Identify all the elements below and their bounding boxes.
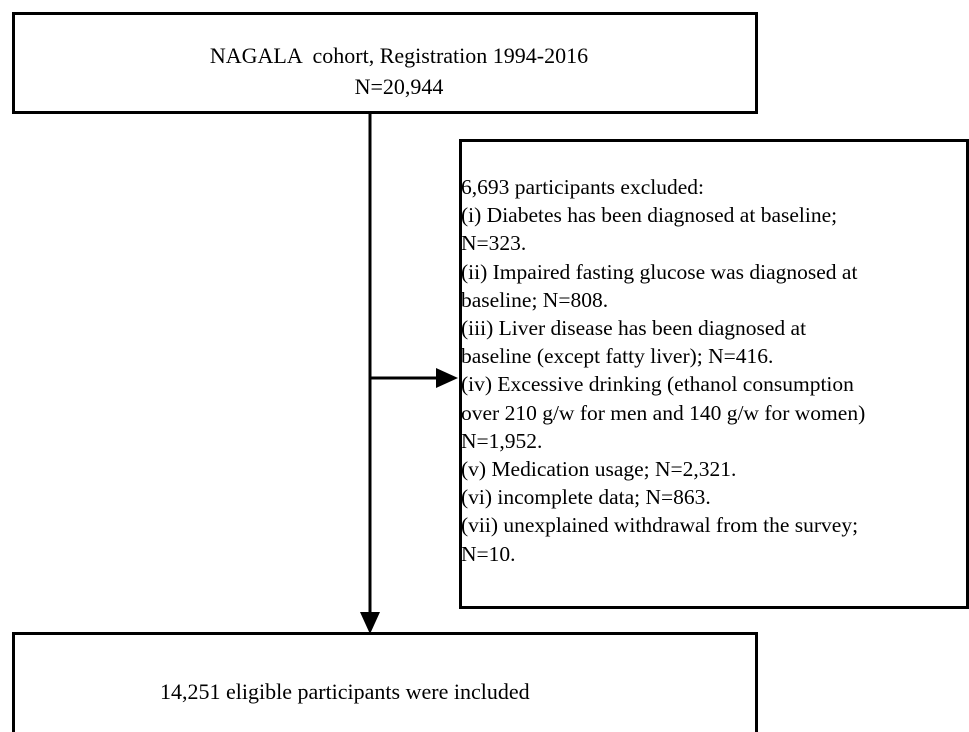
- text-line: over 210 g/w for men and 140 g/w for wom…: [461, 400, 866, 425]
- text-line: (iii) Liver disease has been diagnosed a…: [461, 316, 807, 340]
- text-line: N=1,952.: [461, 428, 543, 453]
- text-line: baseline; N=808.: [461, 287, 609, 312]
- text-line: (vii) unexplained withdrawal from the su…: [461, 513, 859, 538]
- arrow-head: [360, 612, 380, 634]
- text-line: baseline (except fatty liver); N=416.: [461, 344, 774, 369]
- text-line: NAGALA cohort, Registration 1994-2016: [209, 43, 589, 68]
- text-line: (iv) Excessive drinking (ethanol consump…: [461, 372, 854, 397]
- included-box: 14,251 eligible participants were includ…: [12, 632, 758, 732]
- cohort-box: NAGALA cohort, Registration 1994-2016 N=2…: [12, 12, 758, 114]
- text-line: (vi) incomplete data; N=863.: [461, 485, 711, 510]
- text-line: N=10.: [461, 541, 516, 566]
- arrow-head: [436, 368, 458, 388]
- text-line: 6,693 participants excluded:: [461, 175, 704, 199]
- exclusion-box: 6,693 participants excluded: (i) Diabetes…: [459, 139, 969, 609]
- text-line: (ii) Impaired fasting glucose was diagno…: [461, 259, 858, 284]
- text-line: N=20,944: [354, 74, 444, 99]
- text-line: (v) Medication usage; N=2,321.: [461, 457, 737, 481]
- text-line: 14,251 eligible participants were includ…: [160, 679, 530, 704]
- text-line: N=323.: [461, 231, 527, 256]
- text-line: (i) Diabetes has been diagnosed at basel…: [461, 203, 838, 228]
